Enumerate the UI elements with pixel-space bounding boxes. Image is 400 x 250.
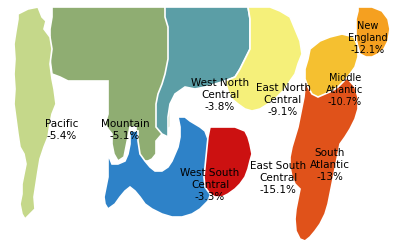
Polygon shape bbox=[50, 8, 170, 161]
Text: Mountain
-5.1%: Mountain -5.1% bbox=[101, 118, 149, 141]
Polygon shape bbox=[356, 8, 390, 58]
Text: West South
Central
-3.3%: West South Central -3.3% bbox=[180, 167, 240, 202]
Polygon shape bbox=[104, 118, 215, 217]
Polygon shape bbox=[225, 8, 302, 112]
Text: Pacific
-5.4%: Pacific -5.4% bbox=[45, 118, 78, 141]
Polygon shape bbox=[156, 8, 250, 138]
Text: Middle
Atlantic
-10.7%: Middle Atlantic -10.7% bbox=[326, 72, 364, 107]
Text: South
Atlantic
-13%: South Atlantic -13% bbox=[310, 147, 350, 182]
Text: East North
Central
-9.1%: East North Central -9.1% bbox=[256, 82, 310, 117]
Text: West North
Central
-3.8%: West North Central -3.8% bbox=[191, 77, 249, 112]
Polygon shape bbox=[305, 35, 358, 98]
Text: New
England
-12.1%: New England -12.1% bbox=[348, 20, 388, 55]
Polygon shape bbox=[290, 72, 358, 241]
Text: East South
Central
-15.1%: East South Central -15.1% bbox=[250, 160, 306, 194]
Polygon shape bbox=[14, 8, 56, 219]
Polygon shape bbox=[204, 128, 252, 197]
